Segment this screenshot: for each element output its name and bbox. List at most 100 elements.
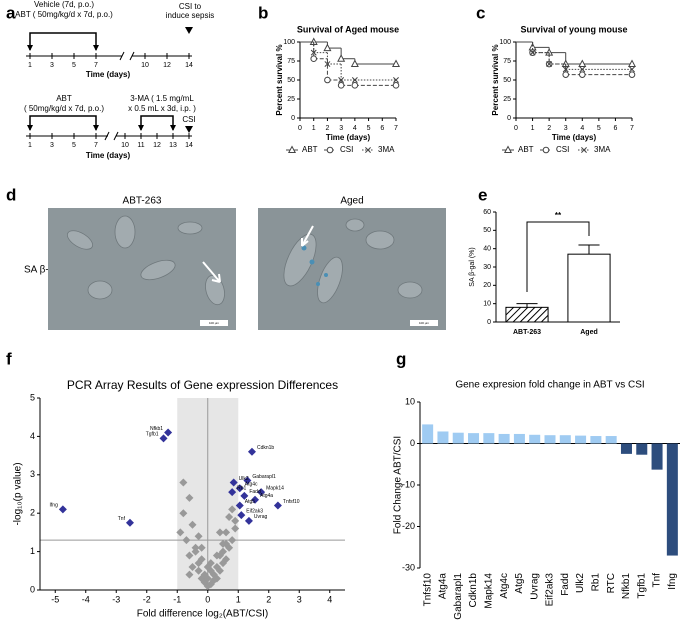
y-tick-label: 10 [405,396,415,406]
bar [437,431,449,444]
point [215,528,224,537]
x-tick-label: 2 [547,125,551,132]
point [273,501,282,510]
y-axis-label: -log₁₀(p value) [13,462,24,525]
timeline-text: Vehicle (7d, p.o.) [34,0,94,9]
point-label: Ifng [50,503,59,509]
x-tick-label: 4 [327,594,332,604]
x-tick-label: Atg5 [514,573,525,594]
legend-label: CSI [556,145,569,154]
dosing-bracket [140,115,174,130]
bar [605,436,617,444]
dosing-bracket [29,115,97,130]
survival-marker [391,59,401,68]
survival-marker [323,43,332,52]
point [235,484,244,493]
x-tick-label: Tgfb1 [636,573,647,599]
legend-marker [542,146,550,154]
panel-label: a [6,3,16,22]
x-tick-label: -2 [143,594,151,604]
cells [66,215,423,306]
timeline-day: 11 [137,142,144,149]
bar [636,443,648,455]
point [185,493,194,502]
y-tick-label: 25 [287,96,295,103]
point-label: Rb1 [237,485,246,491]
point [182,536,191,545]
y-tick-label: 30 [483,264,491,271]
timeline-top: Vehicle (7d, p.o.) ABT ( 50mg/kg/d x 7d,… [15,0,214,79]
y-tick-label: 100 [283,39,295,46]
y-tick-label: 2 [30,508,35,518]
survival-marker [546,61,553,67]
x-tick-label: Mapk14 [483,573,494,609]
x-tick-label: 1 [312,125,316,132]
y-tick-label: 75 [503,58,511,65]
point [222,555,231,564]
row-label: SA β-gal [24,265,62,276]
y-tick-label: 25 [503,96,511,103]
y-tick-label: 50 [483,227,491,234]
scale-bar [200,320,228,326]
x-tick-label: 3 [297,594,302,604]
x-axis-label: Time (days) [552,133,597,142]
x-tick-label: Atg4a [438,573,449,600]
point [244,516,253,525]
x-tick-label: -4 [82,594,90,604]
arrowheads [27,125,99,131]
survival-marker [392,82,400,89]
bar [422,424,434,444]
x-tick-label: 5 [367,125,371,132]
survival-marker [310,49,317,56]
y-tick-label: 50 [287,77,295,84]
point [188,562,197,571]
survival-marker [562,66,569,73]
bar [498,433,510,444]
point [188,520,197,529]
y-tick-label: 0 [410,438,415,448]
timeline-text: ABT ( 50mg/kg/d x 7d, p.o.) [15,10,113,19]
chart-title: PCR Array Results of Gene expression Dif… [67,378,338,392]
timeline-text: CSI [182,115,195,124]
panel-label: c [476,3,485,22]
timeline-day: 3 [50,62,54,69]
x-tick-label: Rb1 [591,573,602,592]
point-label: Ulk2 [239,476,249,482]
y-axis-label: Percent survival % [491,44,500,115]
x-tick-label: ABT-263 [513,329,541,336]
x-tick-label: 7 [630,125,634,132]
point-label: Atg4c [245,482,258,488]
axis-label: Time (days) [86,70,131,79]
arrow [202,261,221,283]
point [197,555,206,564]
point [176,528,185,537]
micrograph [48,208,236,330]
x-tick-label: -5 [51,594,59,604]
survival-marker [578,71,586,78]
timeline-day: 12 [153,142,161,149]
timeline-text: ( 50mg/kg/d x 7d, p.o.) [24,104,104,113]
legend-marker [326,146,334,154]
point [219,547,227,556]
point [197,543,206,552]
legend-marker [287,145,297,153]
x-tick-label: Ulk2 [575,573,586,593]
dosing-bracket [29,32,97,50]
timeline-day: 1 [28,62,32,69]
point [222,528,231,537]
x-tick-label: 4 [353,125,357,132]
timeline-day: 14 [185,142,193,149]
survival-marker [337,82,345,89]
y-tick-label: 0 [507,115,511,122]
survival-marker [562,71,570,78]
timeline-day: 5 [72,62,76,69]
point [228,536,237,545]
image-title: ABT-263 [123,196,162,207]
bar [590,436,602,444]
point [231,516,240,525]
point [247,447,256,456]
survival-marker [350,59,359,68]
legend-label: 3MA [594,145,611,154]
point-label: Gabarapl1 [252,474,276,480]
point [228,488,237,497]
